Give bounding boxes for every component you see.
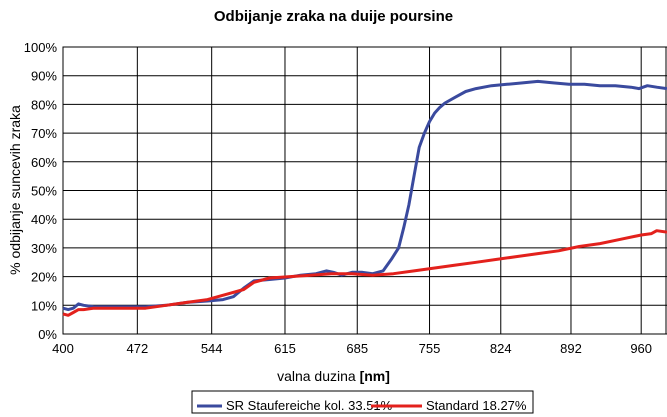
x-axis-label: valna duzina [nm] xyxy=(0,368,667,384)
x-tick-label: 685 xyxy=(346,341,368,356)
x-tick-label: 615 xyxy=(274,341,296,356)
y-tick-label: 70% xyxy=(31,126,57,141)
y-tick-label: 50% xyxy=(31,184,57,199)
x-tick-label: 544 xyxy=(201,341,223,356)
x-tick-label: 755 xyxy=(419,341,441,356)
y-tick-label: 80% xyxy=(31,97,57,112)
x-tick-label: 892 xyxy=(560,341,582,356)
y-tick-label: 90% xyxy=(31,69,57,84)
y-tick-label: 10% xyxy=(31,298,57,313)
x-tick-label: 472 xyxy=(126,341,148,356)
x-tick-label: 824 xyxy=(490,341,512,356)
y-tick-label: 0% xyxy=(38,327,57,342)
legend-box xyxy=(191,390,534,414)
x-tick-label: 960 xyxy=(630,341,652,356)
series-line xyxy=(62,229,667,317)
y-tick-label: 20% xyxy=(31,270,57,285)
legend-label: Standard 18.27% xyxy=(426,398,527,413)
y-tick-label: 60% xyxy=(31,155,57,170)
y-tick-label: 40% xyxy=(31,212,57,227)
y-tick-label: 100% xyxy=(24,40,58,55)
chart-title: Odbijanje zraka na duije poursine xyxy=(213,8,454,25)
y-tick-label: 30% xyxy=(31,241,57,256)
legend-label: SR Staufereiche kol. 33.51% xyxy=(226,398,393,413)
x-axis-label-text: valna duzina xyxy=(277,368,356,384)
x-axis-unit: [nm] xyxy=(359,368,390,384)
plot-frame xyxy=(62,46,667,335)
x-tick-label: 400 xyxy=(52,341,74,356)
